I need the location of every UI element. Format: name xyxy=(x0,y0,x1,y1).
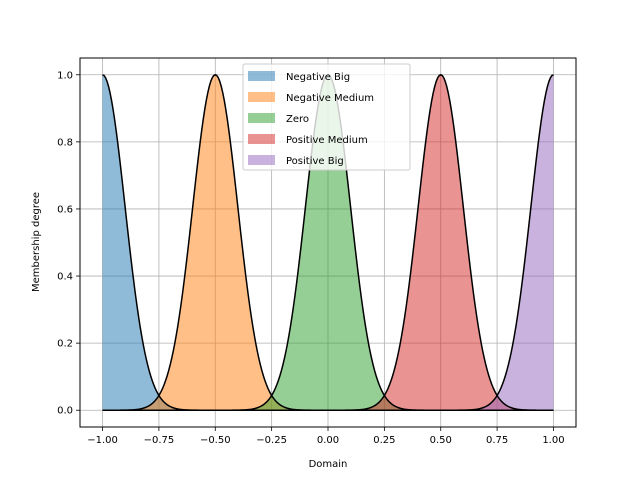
x-tick-label: 0.50 xyxy=(430,435,452,446)
x-tick-label: −0.50 xyxy=(200,435,231,446)
y-tick-label: 0.6 xyxy=(57,204,73,215)
legend-swatch xyxy=(248,134,275,144)
series-fill-1 xyxy=(102,74,554,411)
y-axis-label: Membership degree xyxy=(31,192,42,292)
y-tick-label: 0.8 xyxy=(57,137,73,148)
legend-label: Negative Medium xyxy=(286,93,374,104)
x-tick-label: 1.00 xyxy=(542,435,564,446)
y-tick-label: 0.4 xyxy=(57,272,73,283)
legend-label: Negative Big xyxy=(286,72,350,83)
legend-box xyxy=(242,63,411,171)
legend: Negative Big Negative Medium Zero Positive … xyxy=(242,63,411,171)
y-tick-label: 0.0 xyxy=(57,406,73,417)
series-fill-0 xyxy=(102,74,554,411)
x-axis-label: Domain xyxy=(309,459,348,470)
x-tick-label: 0.00 xyxy=(317,435,339,446)
legend-swatch xyxy=(248,71,275,81)
series-fill-3 xyxy=(102,74,554,411)
series-fill-4 xyxy=(102,74,554,411)
x-tick-label: 0.25 xyxy=(373,435,395,446)
x-tick-label: −0.25 xyxy=(256,435,287,446)
axis-ticks: −1.00 −0.75 −0.50 −0.25 0.00 0.25 0.50 0.75 1.00… xyxy=(57,70,564,446)
legend-swatch xyxy=(248,92,275,102)
series-fills xyxy=(102,74,554,411)
legend-label: Zero xyxy=(286,114,309,125)
x-tick-label: 0.75 xyxy=(486,435,508,446)
legend-swatch xyxy=(248,155,275,165)
legend-label: Positive Big xyxy=(286,156,344,167)
y-tick-label: 0.2 xyxy=(57,339,73,350)
series-fill-2 xyxy=(102,74,554,411)
y-tick-label: 1.0 xyxy=(57,70,73,81)
legend-swatch xyxy=(248,113,275,123)
x-tick-label: −1.00 xyxy=(87,435,118,446)
x-tick-label: −0.75 xyxy=(144,435,175,446)
legend-label: Positive Medium xyxy=(286,135,368,146)
series-line-4 xyxy=(102,74,554,411)
